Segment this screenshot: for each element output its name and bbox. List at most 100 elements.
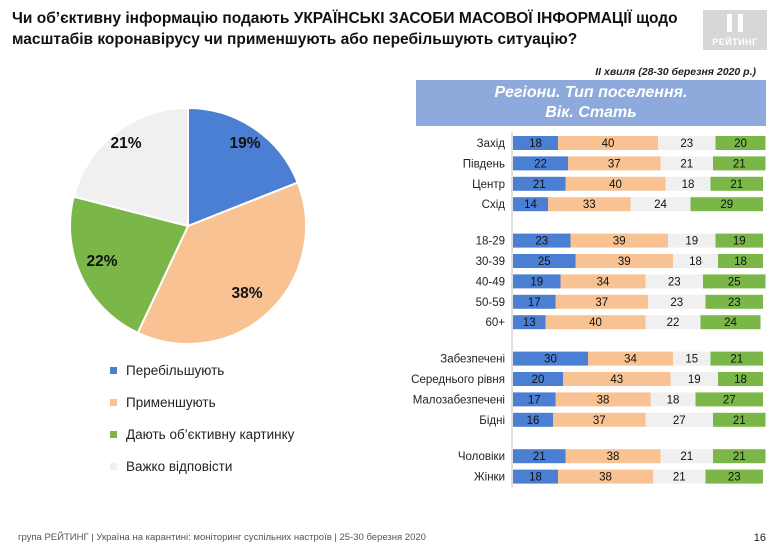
legend-label: Дають об’єктивну картинку <box>126 427 295 442</box>
bar-value-label: 24 <box>724 317 737 329</box>
bar-value-label: 40 <box>609 179 622 191</box>
bar-value-label: 21 <box>730 179 743 191</box>
pie-label: 21% <box>110 135 141 152</box>
bar-value-label: 38 <box>597 394 610 406</box>
legend-item-understate: Применшують <box>110 394 294 426</box>
band-line-1: Регіони. Тип поселення. <box>494 84 688 101</box>
bar-objective <box>718 254 763 268</box>
bar-value-label: 22 <box>534 158 547 170</box>
bar-value-label: 30 <box>544 354 557 366</box>
pie-slice-hard <box>72 106 189 228</box>
logo-text: РЕЙТИНГ <box>712 37 758 47</box>
bar-hard <box>648 294 706 309</box>
row-label: Забезпечені <box>440 354 505 366</box>
bar-value-label: 13 <box>523 317 536 329</box>
bar-value-label: 23 <box>670 297 683 309</box>
band-line-2: Вік. Стать <box>545 104 637 121</box>
legend-item-exaggerate: Перебільшують <box>110 362 294 394</box>
bar-understate <box>565 449 661 464</box>
bar-value-label: 37 <box>608 158 621 170</box>
bar-value-label: 18 <box>529 472 542 484</box>
row-label: 60+ <box>485 317 505 329</box>
legend-swatch-understate <box>110 399 117 406</box>
row-label: Схід <box>482 199 506 211</box>
page-number: 16 <box>753 532 766 544</box>
bar-exaggerate <box>513 294 556 309</box>
bar-understate <box>555 294 648 309</box>
bar-objective <box>700 315 761 330</box>
bar-exaggerate <box>513 197 548 212</box>
bar-value-label: 17 <box>528 394 541 406</box>
bar-hard <box>653 469 706 484</box>
pie-slice-understate <box>136 181 307 345</box>
pie-chart: 19% 38% 22% 21% <box>69 106 307 345</box>
bar-exaggerate <box>513 412 553 427</box>
bar-value-label: 34 <box>624 354 637 366</box>
bar-understate <box>553 412 646 427</box>
wave-label: ІІ хвиля (28-30 березня 2020 р.) <box>595 66 756 78</box>
legend-swatch-objective <box>110 431 117 438</box>
bar-value-label: 21 <box>730 354 743 366</box>
bar-value-label: 37 <box>595 297 608 309</box>
bar-objective <box>715 233 763 248</box>
pie-label: 19% <box>229 135 260 152</box>
bar-value-label: 21 <box>533 451 546 463</box>
bar-understate <box>570 233 668 248</box>
bar-understate <box>558 469 653 484</box>
bar-value-label: 21 <box>733 158 746 170</box>
bar-hard <box>660 156 713 171</box>
bar-value-label: 17 <box>528 297 541 309</box>
bar-value-label: 19 <box>733 236 746 248</box>
bar-objective <box>715 136 766 150</box>
stacked-bar-chart: Захід 18 40 23 20 Південь 22 37 21 21 Центр 21 40 18 2… <box>411 132 766 488</box>
bar-value-label: 19 <box>688 374 701 386</box>
bar-value-label: 40 <box>602 138 615 150</box>
bar-value-label: 21 <box>733 451 746 463</box>
bar-understate <box>560 274 646 289</box>
bar-objective <box>713 412 766 427</box>
legend-swatch-hard <box>110 463 117 470</box>
bar-objective <box>705 294 763 309</box>
row-label: Бідні <box>479 415 505 427</box>
row-label: 50-59 <box>476 297 505 309</box>
bar-value-label: 19 <box>685 236 698 248</box>
bar-exaggerate <box>513 392 556 407</box>
bar-objective <box>710 351 763 366</box>
question-title: Чи об’єктивну інформацію подають УКРАЇНС… <box>12 10 678 48</box>
bar-objective <box>705 469 763 484</box>
bar-objective <box>690 197 763 212</box>
legend-swatch-exaggerate <box>110 367 117 374</box>
bar-objective <box>703 274 766 289</box>
bar-value-label: 23 <box>680 138 693 150</box>
breakdown-band: Регіони. Тип поселення. Вік. Стать <box>416 80 766 126</box>
bar-exaggerate <box>513 136 558 150</box>
row-label: Центр <box>472 179 505 191</box>
bar-value-label: 37 <box>593 415 606 427</box>
bar-value-label: 23 <box>668 276 681 288</box>
bar-understate <box>575 254 673 268</box>
bar-value-label: 21 <box>733 415 746 427</box>
bar-understate <box>588 351 673 366</box>
bar-value-label: 21 <box>680 158 693 170</box>
bar-value-label: 27 <box>723 394 736 406</box>
bar-value-label: 21 <box>673 472 686 484</box>
bar-value-label: 14 <box>524 199 537 211</box>
legend-label: Перебільшують <box>126 363 225 378</box>
bar-value-label: 23 <box>728 297 741 309</box>
legend: Перебільшують Применшують Дають об’єктив… <box>110 362 294 490</box>
bar-hard <box>658 136 716 150</box>
bar-value-label: 43 <box>610 374 623 386</box>
bar-exaggerate <box>513 315 546 330</box>
bar-objective <box>695 392 763 407</box>
bar-value-label: 18 <box>734 374 747 386</box>
bar-hard <box>645 274 703 289</box>
pie-label: 38% <box>231 285 262 302</box>
bar-hard <box>630 197 691 212</box>
rating-logo: РЕЙТИНГ <box>703 10 767 50</box>
bar-understate <box>545 315 646 330</box>
bar-exaggerate <box>513 156 568 171</box>
bar-exaggerate <box>513 469 558 484</box>
pie-slice-exaggerate <box>187 106 300 228</box>
footer-text: група РЕЙТИНГ | Україна на карантині: мо… <box>18 532 426 543</box>
bar-value-label: 33 <box>583 199 596 211</box>
